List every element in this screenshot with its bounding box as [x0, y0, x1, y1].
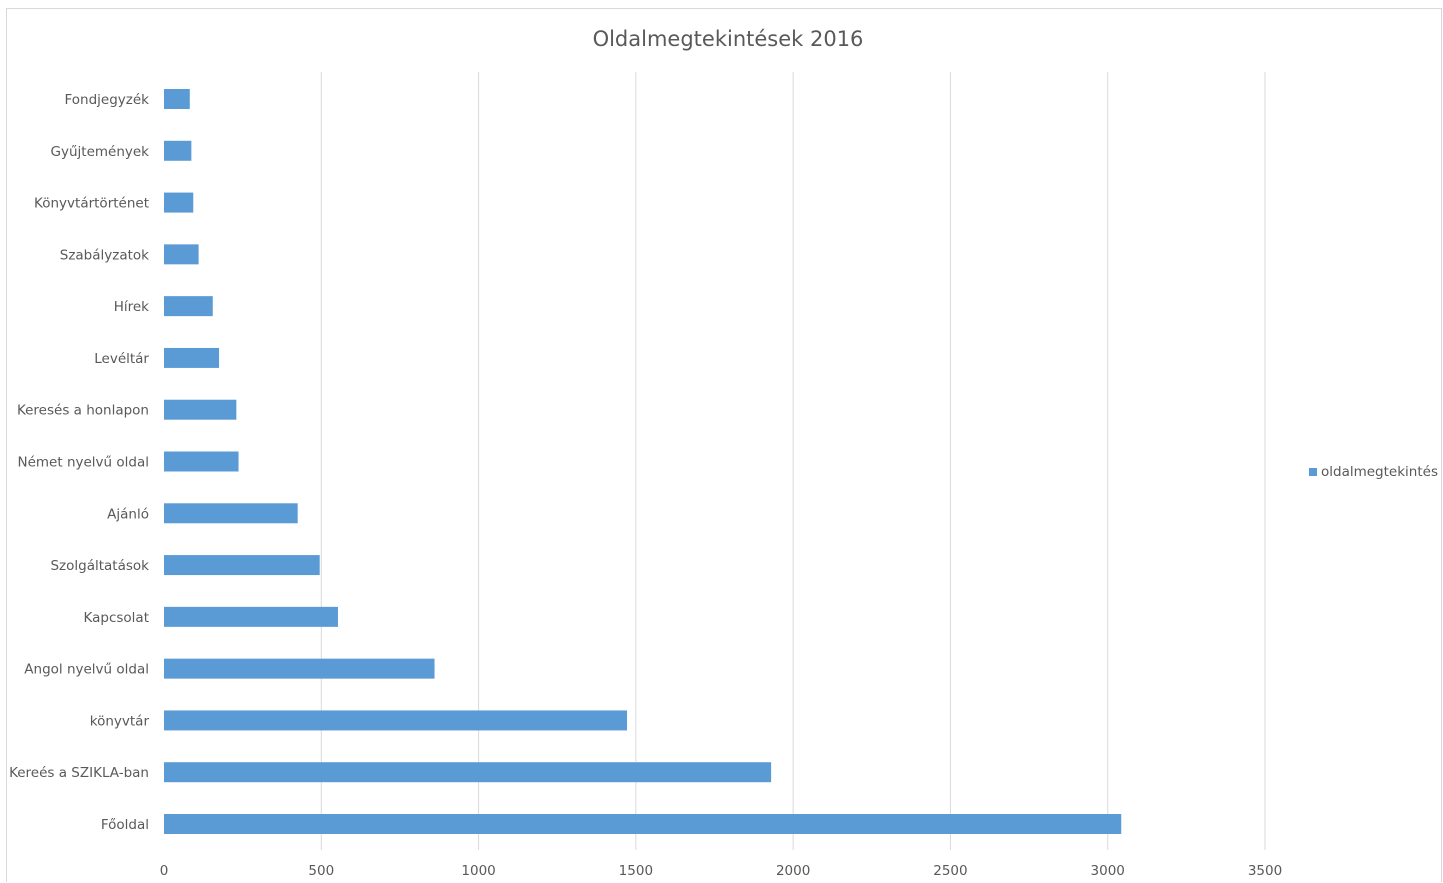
category-label: Könyvtártörténet — [34, 196, 149, 212]
bar — [164, 762, 772, 783]
category-label: Fondjegyzék — [65, 92, 150, 108]
bar — [164, 658, 435, 679]
bar — [164, 296, 213, 317]
x-tick-label: 2500 — [933, 863, 967, 879]
category-label: Keresés a honlapon — [17, 403, 149, 419]
legend-swatch — [1309, 468, 1317, 476]
legend-label: oldalmegtekintés — [1321, 464, 1438, 480]
bar-chart: Fondjegyzék Gyűjtemények Könyvtártörténet S… — [9, 27, 1438, 879]
bar — [164, 399, 237, 420]
x-tick-label: 3500 — [1248, 863, 1282, 879]
bar — [164, 347, 220, 368]
bar — [164, 814, 1122, 834]
bar — [164, 503, 298, 524]
bar — [164, 555, 320, 576]
category-label: Szabályzatok — [60, 247, 149, 263]
chart-area: Fondjegyzék Gyűjtemények Könyvtártörténet S… — [6, 8, 1442, 882]
x-axis-tick-labels: 0 500 1000 1500 2000 2500 3000 3500 — [160, 863, 1282, 879]
category-label: Ajánló — [107, 506, 149, 522]
category-labels: Fondjegyzék Gyűjtemények Könyvtártörténet S… — [9, 92, 149, 833]
gridlines — [320, 72, 1266, 850]
bar — [164, 244, 199, 265]
bar — [164, 710, 628, 731]
bars — [164, 89, 1122, 834]
category-label: Kereés a SZIKLA-ban — [9, 765, 149, 781]
category-label: könyvtár — [90, 713, 150, 729]
category-label: Gyűjtemények — [51, 144, 150, 160]
bar — [164, 140, 192, 161]
x-tick-label: 500 — [308, 863, 334, 879]
category-label: Angol nyelvű oldal — [24, 662, 149, 678]
category-label: Levéltár — [94, 351, 149, 367]
category-label: Főoldal — [101, 817, 149, 833]
x-tick-label: 1500 — [619, 863, 653, 879]
x-tick-label: 2000 — [776, 863, 810, 879]
bar — [164, 451, 239, 472]
legend: oldalmegtekintés — [1309, 464, 1438, 480]
x-tick-label: 3000 — [1091, 863, 1125, 879]
x-tick-label: 0 — [160, 863, 169, 879]
bar — [164, 606, 338, 627]
category-label: Hírek — [114, 299, 149, 315]
chart-title: Oldalmegtekintések 2016 — [593, 27, 864, 51]
bar — [164, 192, 194, 213]
x-tick-label: 1000 — [461, 863, 495, 879]
bar — [164, 89, 190, 109]
category-label: Kapcsolat — [84, 610, 150, 626]
category-label: Szolgáltatások — [50, 558, 149, 574]
category-label: Német nyelvű oldal — [18, 455, 150, 471]
